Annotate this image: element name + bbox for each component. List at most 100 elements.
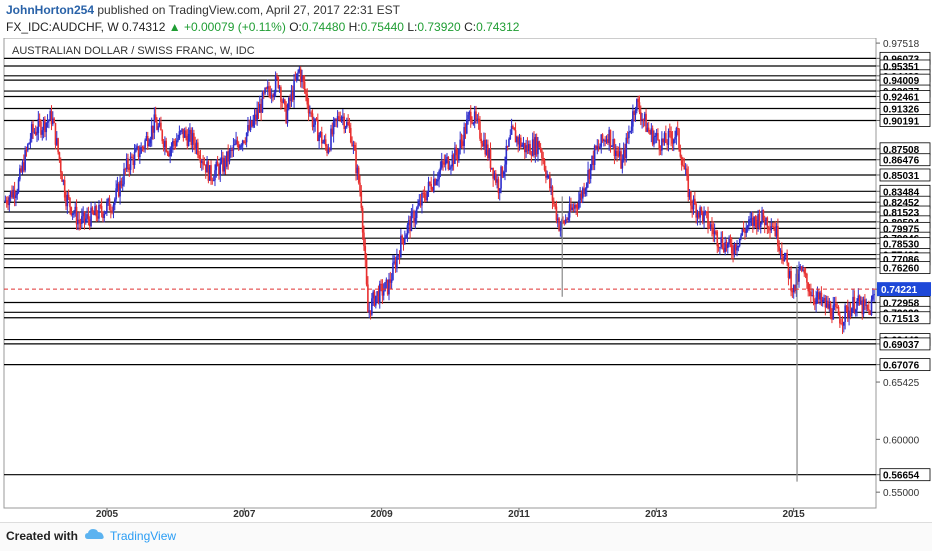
- candle-body: [691, 205, 694, 210]
- candle-body: [19, 168, 21, 180]
- candle-body: [848, 310, 850, 318]
- candle-body: [247, 125, 249, 133]
- candle-body: [512, 126, 514, 128]
- candle-body: [464, 127, 467, 134]
- author-link[interactable]: JohnHorton254: [6, 3, 95, 17]
- candle-body: [371, 298, 373, 315]
- candle-body: [235, 140, 237, 145]
- candle-body: [675, 128, 678, 137]
- candle-body: [413, 211, 415, 223]
- candle-body: [609, 129, 612, 147]
- candle-body: [398, 255, 401, 258]
- candle-body: [282, 99, 285, 103]
- candle-body: [178, 131, 181, 139]
- candle-body: [725, 242, 728, 249]
- candle-body: [853, 296, 856, 313]
- candle-body: [732, 253, 734, 255]
- candle-body: [259, 103, 261, 113]
- candle-body: [480, 138, 483, 144]
- candle-body: [608, 129, 610, 144]
- candle-body: [368, 310, 371, 313]
- candle-body: [649, 131, 651, 135]
- candle-body: [218, 166, 220, 176]
- up-arrow-icon: ▲: [168, 20, 181, 34]
- candle-body: [70, 207, 73, 215]
- candle-body: [305, 90, 307, 95]
- price-chart[interactable]: 0.975180.960730.953510.944220.940090.929…: [0, 38, 932, 520]
- candle-body: [314, 118, 316, 125]
- candle-body: [104, 211, 107, 214]
- candle-body: [265, 87, 268, 89]
- candle-body: [571, 207, 574, 210]
- candle-body: [451, 154, 454, 167]
- candle-body: [799, 266, 802, 270]
- candle-body: [429, 181, 431, 184]
- candle-body: [666, 142, 668, 145]
- candle-body: [440, 161, 443, 168]
- level-price-tag: [879, 114, 931, 127]
- tradingview-brand[interactable]: TradingView: [110, 529, 177, 543]
- candle-body: [796, 273, 799, 282]
- candle-body: [537, 141, 539, 155]
- candle-body: [845, 305, 848, 307]
- candle-body: [290, 91, 293, 102]
- candle-body: [137, 146, 140, 158]
- candle-body: [204, 164, 207, 173]
- candle-body: [661, 138, 663, 151]
- candle-body: [306, 94, 309, 105]
- candle-body: [827, 300, 829, 309]
- candle-body: [353, 144, 356, 151]
- candle-body: [771, 226, 774, 228]
- candle-body: [738, 238, 741, 246]
- candle-body: [549, 175, 551, 189]
- candle-body: [82, 211, 84, 217]
- candle-body: [599, 146, 601, 149]
- candle-body: [270, 95, 273, 98]
- candle-body: [555, 206, 558, 221]
- candle-body: [195, 142, 198, 150]
- candle-body: [575, 204, 577, 208]
- candle-body: [716, 231, 719, 247]
- candle-body: [361, 207, 364, 233]
- candle-body: [236, 140, 239, 145]
- candle-body: [16, 192, 19, 196]
- candle-body: [828, 303, 831, 309]
- candle-body: [150, 125, 153, 140]
- candle-body: [348, 124, 351, 128]
- candle-body: [397, 255, 400, 257]
- candle-body: [113, 199, 116, 205]
- candle-body: [340, 117, 343, 121]
- candle-body: [351, 142, 353, 146]
- candle-body: [616, 150, 618, 154]
- candle-body: [650, 128, 653, 135]
- candle-body: [572, 207, 575, 209]
- candle-body: [168, 153, 170, 157]
- candle-body: [762, 210, 765, 221]
- candle-body: [462, 141, 464, 146]
- y-tick-label: 0.82452: [883, 198, 920, 209]
- candle-body: [872, 295, 874, 300]
- candle-body: [253, 114, 256, 121]
- candle-body: [700, 207, 703, 212]
- candle-body: [646, 127, 649, 132]
- candle-body: [331, 128, 334, 135]
- candle-body: [865, 304, 868, 306]
- candle-body: [596, 146, 599, 150]
- candle-body: [463, 127, 465, 146]
- candle-body: [517, 137, 519, 145]
- candle-body: [107, 198, 110, 203]
- candle-body: [382, 291, 385, 296]
- candle-body: [328, 149, 331, 151]
- candle-body: [210, 165, 212, 180]
- candle-body: [146, 136, 149, 147]
- candle-body: [438, 171, 440, 180]
- candle-body: [508, 139, 510, 147]
- candle-body: [800, 266, 803, 271]
- candle-body: [523, 142, 526, 153]
- candle-body: [709, 224, 712, 228]
- candle-body: [447, 156, 450, 170]
- candle-body: [365, 259, 368, 285]
- candle-body: [193, 133, 195, 144]
- candle-body: [862, 299, 865, 315]
- candle-body: [501, 166, 504, 177]
